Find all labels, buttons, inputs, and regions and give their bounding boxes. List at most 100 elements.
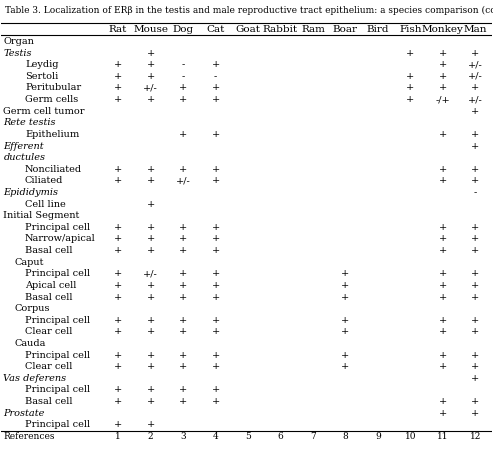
- Text: Cat: Cat: [207, 25, 225, 34]
- Text: Clear cell: Clear cell: [25, 328, 72, 336]
- Text: +: +: [211, 223, 220, 232]
- Text: +: +: [179, 246, 187, 255]
- Text: +: +: [211, 281, 220, 290]
- Text: +: +: [439, 165, 447, 174]
- Text: +: +: [114, 60, 122, 69]
- Text: +: +: [146, 223, 155, 232]
- Text: +: +: [179, 316, 187, 325]
- Text: +: +: [114, 420, 122, 430]
- Text: 3: 3: [180, 432, 186, 441]
- Text: +: +: [471, 49, 480, 58]
- Text: +: +: [146, 420, 155, 430]
- Text: +: +: [341, 281, 350, 290]
- Text: +: +: [179, 362, 187, 371]
- Text: Basal cell: Basal cell: [25, 397, 72, 406]
- Text: +: +: [114, 328, 122, 336]
- Text: Epididymis: Epididymis: [3, 188, 58, 197]
- Text: Man: Man: [463, 25, 487, 34]
- Text: +: +: [211, 234, 220, 243]
- Text: +: +: [179, 83, 187, 92]
- Text: +: +: [146, 316, 155, 325]
- Text: +: +: [439, 316, 447, 325]
- Text: Dog: Dog: [173, 25, 194, 34]
- Text: +: +: [439, 234, 447, 243]
- Text: +: +: [211, 269, 220, 278]
- Text: +: +: [471, 374, 480, 383]
- Text: Peritubular: Peritubular: [25, 83, 81, 92]
- Text: +: +: [471, 177, 480, 185]
- Text: +: +: [114, 269, 122, 278]
- Text: +: +: [179, 269, 187, 278]
- Text: +: +: [146, 351, 155, 359]
- Text: +: +: [179, 130, 187, 139]
- Text: +: +: [211, 362, 220, 371]
- Text: +: +: [114, 83, 122, 92]
- Text: Rabbit: Rabbit: [263, 25, 298, 34]
- Text: +: +: [439, 246, 447, 255]
- Text: +: +: [114, 234, 122, 243]
- Text: Principal cell: Principal cell: [25, 316, 90, 325]
- Text: +: +: [146, 200, 155, 208]
- Text: +: +: [114, 177, 122, 185]
- Text: +: +: [114, 165, 122, 174]
- Text: Organ: Organ: [3, 37, 34, 46]
- Text: +: +: [471, 142, 480, 151]
- Text: +: +: [471, 328, 480, 336]
- Text: +: +: [179, 281, 187, 290]
- Text: +: +: [341, 316, 350, 325]
- Text: +: +: [114, 95, 122, 104]
- Text: +: +: [471, 293, 480, 302]
- Text: +: +: [439, 293, 447, 302]
- Text: +: +: [146, 72, 155, 81]
- Text: +: +: [439, 223, 447, 232]
- Text: 5: 5: [245, 432, 251, 441]
- Text: +: +: [146, 328, 155, 336]
- Text: +: +: [211, 293, 220, 302]
- Text: +: +: [471, 234, 480, 243]
- Text: +: +: [471, 351, 480, 359]
- Text: +: +: [341, 362, 350, 371]
- Text: Principal cell: Principal cell: [25, 420, 90, 430]
- Text: +: +: [439, 83, 447, 92]
- Text: +: +: [439, 328, 447, 336]
- Text: +: +: [406, 83, 415, 92]
- Text: +: +: [471, 223, 480, 232]
- Text: -: -: [474, 188, 477, 197]
- Text: +: +: [179, 165, 187, 174]
- Text: +: +: [211, 130, 220, 139]
- Text: Initial Segment: Initial Segment: [3, 211, 80, 220]
- Text: +: +: [179, 397, 187, 406]
- Text: +: +: [146, 397, 155, 406]
- Text: -/+: -/+: [435, 95, 450, 104]
- Text: +: +: [341, 269, 350, 278]
- Text: +: +: [146, 246, 155, 255]
- Text: +: +: [211, 165, 220, 174]
- Text: +: +: [146, 293, 155, 302]
- Text: +: +: [146, 177, 155, 185]
- Text: +: +: [439, 130, 447, 139]
- Text: +: +: [146, 49, 155, 58]
- Text: -: -: [214, 72, 217, 81]
- Text: +: +: [471, 106, 480, 116]
- Text: 10: 10: [405, 432, 416, 441]
- Text: +: +: [471, 269, 480, 278]
- Text: Cell line: Cell line: [25, 200, 66, 208]
- Text: +: +: [179, 223, 187, 232]
- Text: Caput: Caput: [14, 258, 44, 267]
- Text: +/-: +/-: [143, 269, 158, 278]
- Text: +: +: [471, 83, 480, 92]
- Text: +: +: [179, 328, 187, 336]
- Text: Efferent: Efferent: [3, 142, 44, 151]
- Text: +: +: [211, 60, 220, 69]
- Text: References: References: [3, 432, 55, 441]
- Text: Basal cell: Basal cell: [25, 293, 72, 302]
- Text: +: +: [114, 72, 122, 81]
- Text: +: +: [341, 351, 350, 359]
- Text: 1: 1: [115, 432, 121, 441]
- Text: Sertoli: Sertoli: [25, 72, 58, 81]
- Text: +: +: [114, 293, 122, 302]
- Text: +: +: [179, 351, 187, 359]
- Text: +: +: [179, 293, 187, 302]
- Text: +: +: [341, 328, 350, 336]
- Text: +: +: [439, 281, 447, 290]
